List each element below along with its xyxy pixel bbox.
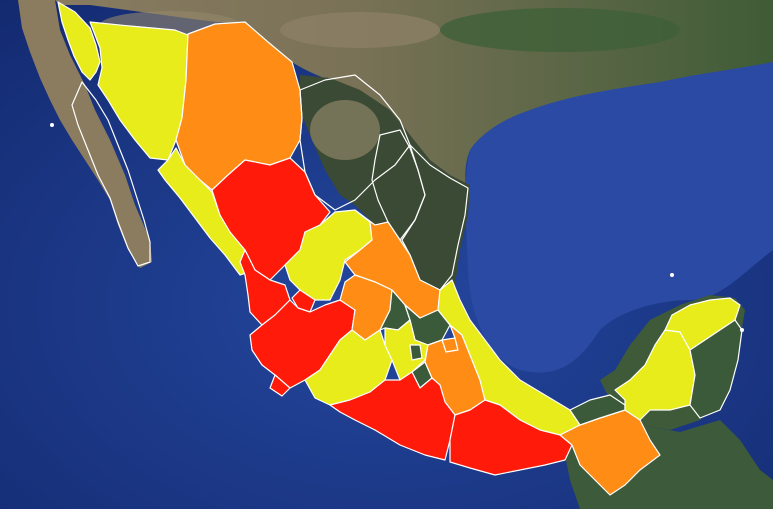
state-yucatan[interactable] bbox=[664, 297, 741, 351]
island bbox=[670, 273, 674, 277]
state-coahuila[interactable] bbox=[299, 74, 411, 211]
terrain-texture bbox=[440, 8, 680, 52]
gulf-of-mexico bbox=[465, 60, 773, 373]
baja-peninsula-land bbox=[18, 0, 152, 268]
state-colima[interactable] bbox=[269, 374, 291, 397]
state-quintana-roo[interactable] bbox=[689, 319, 743, 419]
terrain-texture bbox=[280, 12, 440, 48]
island bbox=[50, 123, 54, 127]
island bbox=[740, 328, 744, 332]
state-baja-california[interactable] bbox=[57, 1, 101, 81]
state-oaxaca[interactable] bbox=[449, 399, 573, 476]
terrain-texture bbox=[310, 100, 380, 160]
state-cdmx[interactable] bbox=[409, 344, 423, 361]
state-sonora[interactable] bbox=[89, 21, 189, 161]
state-nuevo-leon[interactable] bbox=[371, 129, 426, 241]
state-zacatecas[interactable] bbox=[284, 209, 373, 301]
state-guerrero[interactable] bbox=[329, 371, 456, 461]
state-baja-california-sur[interactable] bbox=[71, 81, 151, 267]
usa-land bbox=[0, 0, 773, 210]
